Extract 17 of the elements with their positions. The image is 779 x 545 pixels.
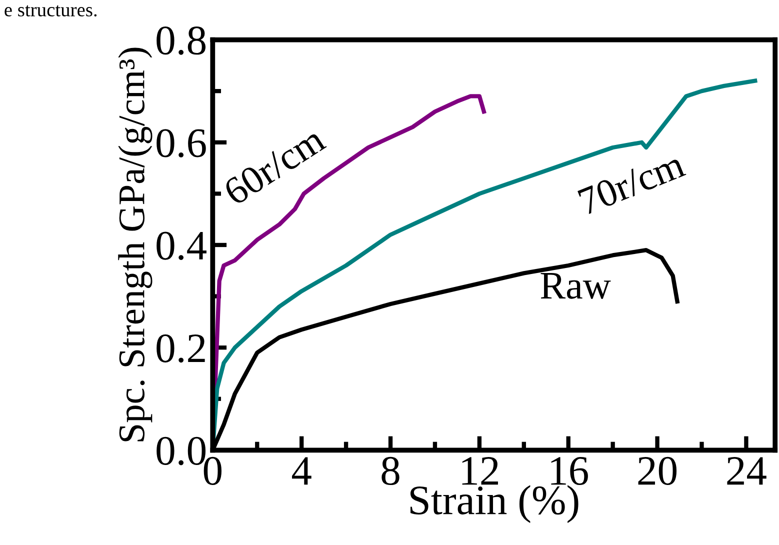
y-tick-label: 0.8: [156, 26, 206, 55]
y-tick-label: 0.6: [156, 129, 206, 158]
text: e structures.: [4, 5, 97, 16]
x-tick-label: 20: [638, 456, 677, 486]
y-tick-label: 0.0: [156, 436, 206, 466]
x-tick-label: 8: [382, 456, 400, 486]
x-tick-label: 24: [727, 457, 766, 485]
series-label: Raw: [540, 272, 611, 299]
text: 70r/cm: [577, 150, 686, 216]
y-tick-label: 0.2: [156, 334, 205, 363]
x-tick-label: 4: [292, 457, 312, 485]
y-tick-label: 0.4: [156, 232, 206, 260]
x-axis-title: Strain (%): [410, 485, 578, 523]
y-axis-title: Spc. Strength GPa/(g/cm³): [118, 48, 152, 442]
x-tick-label: 0: [204, 456, 222, 486]
x-tick-label: 12: [462, 457, 498, 485]
x-tick-label: 16: [551, 457, 588, 486]
